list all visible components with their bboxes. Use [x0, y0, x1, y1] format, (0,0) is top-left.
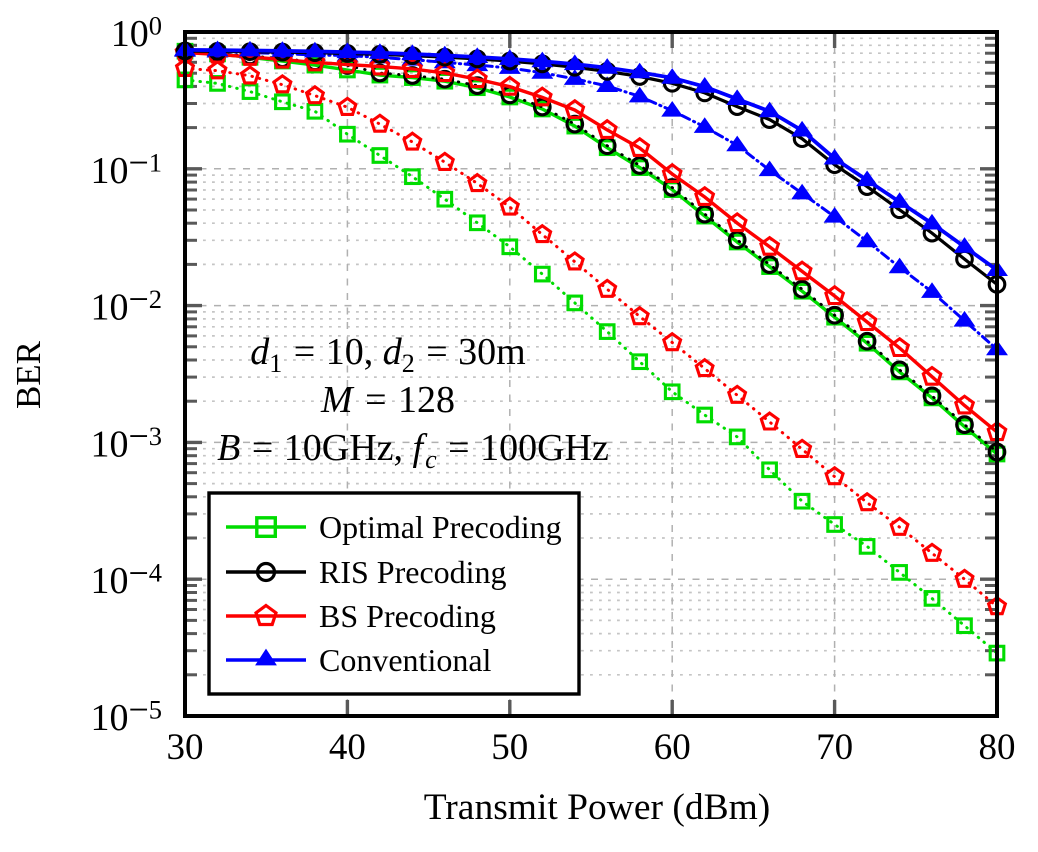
svg-text:10−3: 10−3	[90, 416, 162, 465]
svg-text:Conventional: Conventional	[319, 642, 492, 678]
svg-text:70: 70	[816, 727, 853, 768]
svg-text:BER: BER	[9, 340, 48, 409]
svg-text:M = 128: M = 128	[320, 379, 455, 421]
svg-text:40: 40	[329, 727, 366, 768]
svg-text:Optimal Precoding: Optimal Precoding	[319, 509, 562, 545]
svg-text:30: 30	[167, 727, 204, 768]
svg-text:B = 10GHz, fc = 100GHz: B = 10GHz, fc = 100GHz	[217, 427, 609, 474]
svg-text:50: 50	[491, 727, 528, 768]
svg-text:d1 = 10, d2 = 30m: d1 = 10, d2 = 30m	[250, 331, 525, 378]
svg-text:10−4: 10−4	[90, 553, 162, 602]
svg-text:80: 80	[979, 727, 1016, 768]
svg-text:100: 100	[111, 11, 162, 56]
svg-text:RIS Precoding: RIS Precoding	[319, 554, 507, 590]
svg-text:60: 60	[654, 727, 691, 768]
svg-text:Transmit Power (dBm): Transmit Power (dBm)	[424, 787, 771, 828]
svg-text:BS Precoding: BS Precoding	[319, 598, 496, 634]
